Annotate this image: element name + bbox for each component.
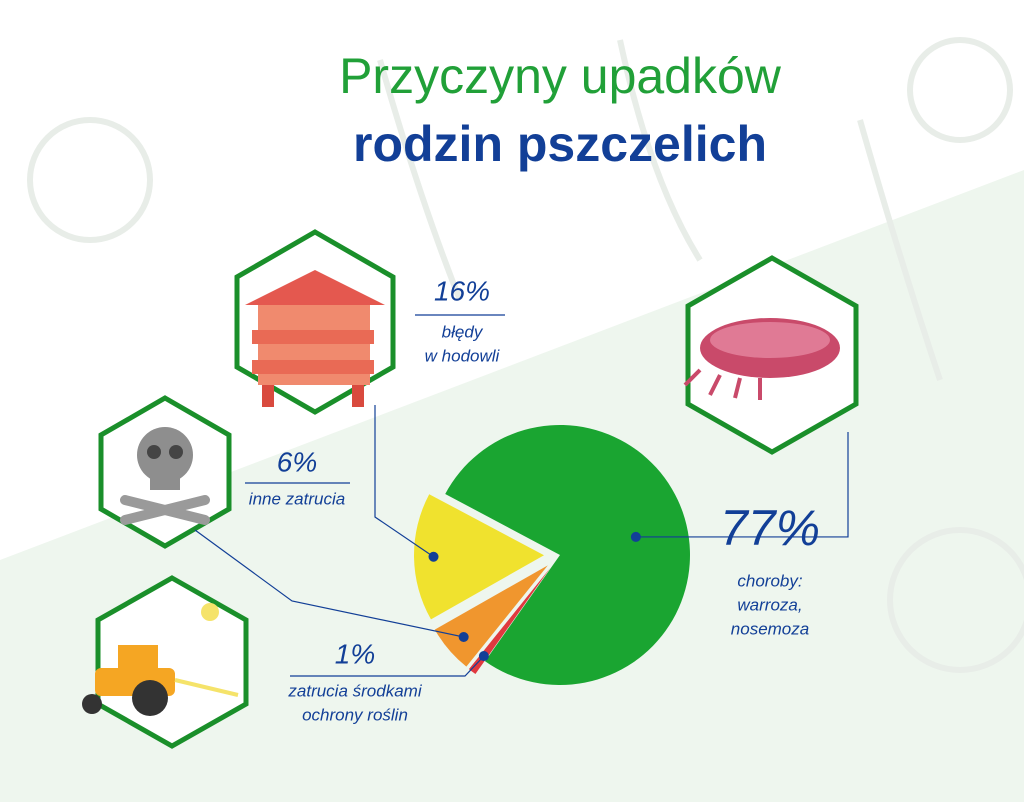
tractor-icon (82, 575, 249, 749)
category-label: choroby: (737, 571, 802, 590)
leader-dot (458, 631, 469, 642)
hive-icon (234, 229, 396, 415)
value-label: 16% (434, 275, 490, 306)
category-label: w hodowli (425, 346, 501, 365)
leader-line (635, 432, 849, 538)
pie-slice (468, 567, 551, 675)
background-pattern (27, 37, 1024, 673)
value-label: 1% (335, 638, 375, 669)
leader-line (374, 405, 434, 558)
category-label: nosemoza (731, 619, 809, 638)
leader-dot (478, 651, 489, 662)
pie-slice (414, 494, 545, 620)
skull-icon (98, 395, 232, 549)
leader-line (194, 529, 464, 638)
category-label: zatrucia środkami (287, 681, 422, 700)
leader-dot (428, 551, 439, 562)
chart-subtitle: rodzin pszczelich (353, 116, 767, 172)
mite-icon (683, 255, 859, 455)
value-label: 77% (720, 500, 820, 556)
pie-slice (445, 425, 691, 685)
leader-dot (630, 531, 641, 542)
value-label: 6% (277, 446, 317, 477)
category-label: warroza, (737, 595, 802, 614)
category-label: ochrony roślin (302, 705, 408, 724)
chart-title: Przyczyny upadków (339, 48, 782, 104)
leader-line (290, 655, 485, 677)
category-label: błędy (442, 322, 484, 341)
category-label: inne zatrucia (249, 489, 345, 508)
